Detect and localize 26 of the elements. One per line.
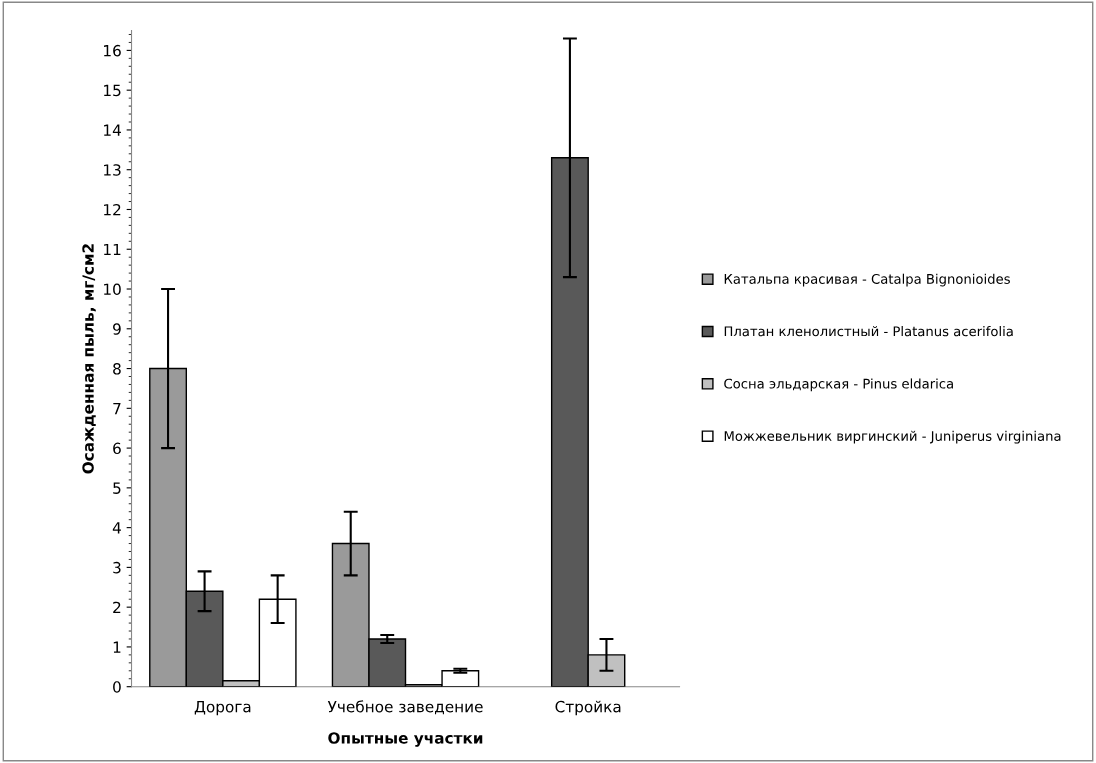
x-axis-title: Опытные участки: [328, 732, 483, 747]
y-tick-label: 11: [104, 243, 121, 256]
y-tick-label: 15: [104, 84, 121, 97]
y-tick-label: 4: [112, 522, 121, 534]
x-tick-label: Учебное заведение: [327, 700, 483, 715]
y-tick-label: 16: [104, 44, 121, 57]
legend-label: Катальпа красивая - Catalpa Bignonioides: [724, 273, 1010, 287]
y-axis-title: Осажденная пыль, мг/см2: [82, 244, 96, 474]
y-tick-label: 0: [113, 681, 121, 693]
legend-label: Платан кленолистный - Platanus acerifolia: [724, 326, 1013, 337]
y-tick-label: 10: [104, 283, 121, 296]
legend-label: Сосна эльдарская - Pinus eldarica: [724, 378, 953, 392]
y-tick-label: 2: [113, 601, 121, 613]
y-tick-label: 13: [104, 164, 121, 176]
legend-label: Можжевельник виргинский - Juniperus virginiana: [724, 430, 1061, 444]
y-tick-label: 1: [113, 641, 121, 653]
x-tick-label: Дорога: [194, 701, 251, 716]
y-tick-label: 8: [113, 363, 121, 375]
y-tick-label: 9: [113, 323, 121, 335]
y-tick-label: 12: [104, 203, 121, 216]
y-tick-label: 6: [113, 442, 121, 455]
y-tick-label: 3: [113, 561, 121, 574]
y-tick-label: 5: [113, 482, 121, 494]
y-tick-label: 14: [104, 124, 121, 136]
y-tick-label: 7: [113, 402, 121, 415]
x-tick-label: Стройка: [555, 700, 621, 716]
